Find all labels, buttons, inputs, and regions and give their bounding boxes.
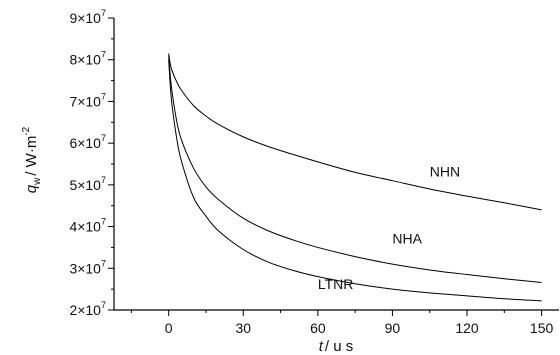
y-axis-unit: / W·m [23,136,40,176]
y-tick-label: 5×107 [69,175,106,193]
y-axis-ticks: 2×107 3×107 4×107 5×107 6×107 7×107 8×107 9×107 [69,8,114,318]
y-tick-label: 9×107 [69,8,106,26]
y-tick-label: 3×107 [69,258,106,276]
series-label-nha: NHA [392,230,422,246]
series-line-ltnr [168,59,542,302]
x-tick-label: 60 [310,320,326,336]
series-label-ltnr: LTNR [318,276,354,292]
x-tick-label: 0 [165,320,173,336]
series-label-nhn: NHN [430,164,460,180]
x-tick-label: 90 [385,320,401,336]
y-axis-title: qw/ W·m-2 [21,126,43,193]
y-tick-label: 2×107 [69,300,106,318]
y-tick-label: 8×107 [69,50,106,68]
x-axis-var: t [319,338,324,355]
x-axis-ticks: 0 30 60 90 120 150 [130,310,554,336]
y-tick-label: 7×107 [69,91,106,109]
series-line-nha [168,55,542,283]
y-axis-unit-sup: -2 [21,126,32,135]
y-tick-label: 4×107 [69,217,106,235]
y-tick-label: 6×107 [69,133,106,151]
x-axis-unit: / u s [325,338,353,355]
y-axis-sub: w [32,177,43,186]
series-curves [168,53,542,302]
series-line-nhn [168,53,542,211]
x-tick-label: 120 [455,320,479,336]
x-axis-title: t / u s [319,338,354,355]
axes-frame [113,18,559,311]
x-tick-label: 150 [530,320,554,336]
series-labels: NHN NHA LTNR [318,164,460,293]
x-tick-label: 30 [235,320,251,336]
y-axis-var: q [23,184,40,193]
